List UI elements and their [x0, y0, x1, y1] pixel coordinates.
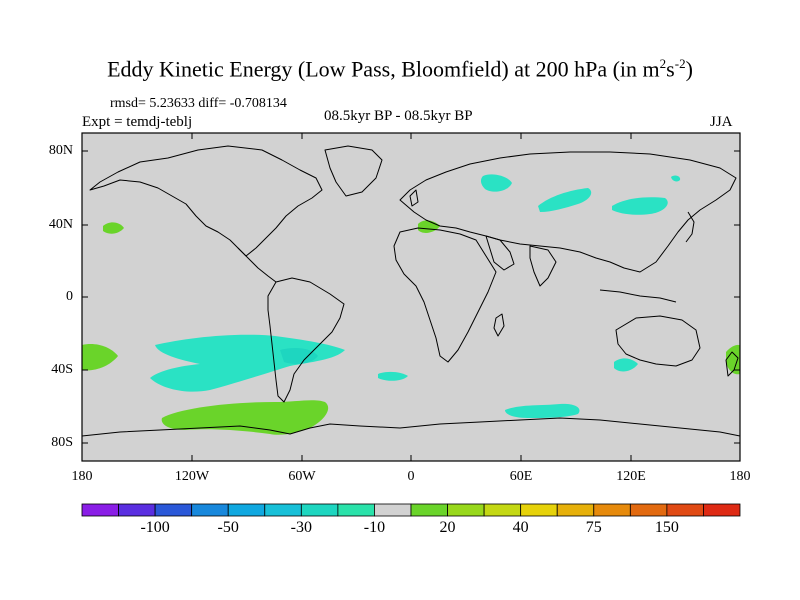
coast-north-america: [89, 145, 323, 257]
colorbar-swatch: [81, 503, 119, 517]
patch-cyan-central-asia: [538, 188, 592, 212]
colorbar-swatch: [374, 503, 412, 517]
map-background: [82, 133, 740, 461]
colorbar-swatch: [483, 503, 522, 517]
colorbar-label: 150: [654, 519, 679, 536]
coast-europe-asia: [399, 151, 737, 273]
patch-green-pacific-west: [82, 344, 118, 371]
title-sup1: 2: [659, 56, 667, 71]
colorbar-swatch: [191, 503, 229, 517]
coast-antarctica: [81, 417, 741, 437]
expt-label: Expt = temdj-teblj: [82, 114, 193, 130]
title-mid: s: [666, 56, 675, 82]
colorbar-label: -30: [290, 519, 312, 536]
anomaly-patches: [82, 174, 740, 435]
colorbar-label: 40: [512, 519, 529, 536]
x-tick-label: 60E: [509, 469, 533, 484]
colorbar: [81, 503, 741, 517]
patch-cyan-pacific-north: [671, 175, 681, 182]
colorbar-swatch: [118, 503, 156, 517]
patch-cyan-south-america: [280, 348, 318, 364]
colorbar-swatch: [410, 503, 448, 517]
patch-cyan-siberia: [480, 174, 512, 192]
coast-greenland: [324, 145, 383, 197]
x-tick-label: 0: [407, 469, 415, 484]
patch-cyan-east-asia: [612, 197, 668, 215]
colorbar-label: -10: [363, 519, 386, 536]
colorbar-swatch: [629, 503, 668, 517]
y-tick-label: 80S: [51, 435, 73, 450]
coast-africa: [393, 227, 497, 363]
patch-green-southern-ocean: [161, 400, 329, 435]
x-tick-label: 120E: [616, 469, 646, 484]
colorbar-swatch: [447, 503, 485, 517]
colorbar-label: -50: [217, 519, 239, 536]
stats-label: rmsd= 5.23633 diff= -0.708134: [110, 96, 287, 111]
colorbar-swatch: [300, 503, 339, 517]
patch-green-new-zealand: [726, 344, 740, 375]
coast-central-america: [237, 247, 277, 283]
x-tick-label: 60W: [288, 469, 316, 484]
coast-new-zealand: [725, 351, 739, 377]
patch-cyan-atlantic-small: [378, 371, 408, 381]
title-sup2: -2: [674, 56, 686, 71]
colorbar-label: 20: [439, 519, 456, 536]
colorbar-swatch: [666, 503, 704, 517]
season-label: JJA: [710, 114, 733, 130]
colorbar-swatch: [337, 503, 375, 517]
map-title: Eddy Kinetic Energy (Low Pass, Bloomfiel…: [0, 56, 800, 82]
tick-marks: [81, 133, 741, 461]
y-tick-label: 0: [66, 289, 73, 304]
coast-indonesia: [599, 289, 677, 303]
colorbar-swatch: [703, 503, 741, 517]
title-main: Eddy Kinetic Energy (Low Pass, Bloomfiel…: [107, 56, 660, 82]
x-tick-label: 180: [71, 469, 93, 484]
colorbar-label: -100: [140, 519, 170, 536]
coast-madagascar: [493, 313, 505, 337]
colorbar-swatch: [593, 503, 631, 517]
coast-south-america: [267, 277, 345, 403]
coast-australia: [615, 315, 701, 367]
coast-arabia: [485, 235, 515, 271]
period-label: 08.5kyr BP - 08.5kyr BP: [324, 108, 473, 124]
y-tick-label: 80N: [48, 143, 73, 158]
patch-cyan-south-australia: [614, 358, 638, 372]
patch-cyan-indian-ocean: [505, 403, 580, 418]
x-tick-label: 120W: [174, 469, 210, 484]
colorbar-swatch: [556, 503, 595, 517]
coast-india: [529, 245, 557, 287]
coastlines: [81, 145, 741, 437]
colorbar-label: 75: [585, 519, 602, 536]
title-end: ): [685, 56, 693, 82]
y-tick-label: 40S: [51, 362, 73, 377]
patch-green-north-pacific: [103, 222, 124, 234]
coast-uk: [409, 189, 419, 207]
colorbar-swatch: [154, 503, 193, 517]
coast-japan: [685, 211, 695, 243]
colorbar-swatch: [264, 503, 302, 517]
x-tick-label: 180: [729, 469, 751, 484]
colorbar-swatch: [227, 503, 266, 517]
colorbar-swatch: [520, 503, 558, 517]
y-tick-label: 40N: [48, 217, 73, 232]
